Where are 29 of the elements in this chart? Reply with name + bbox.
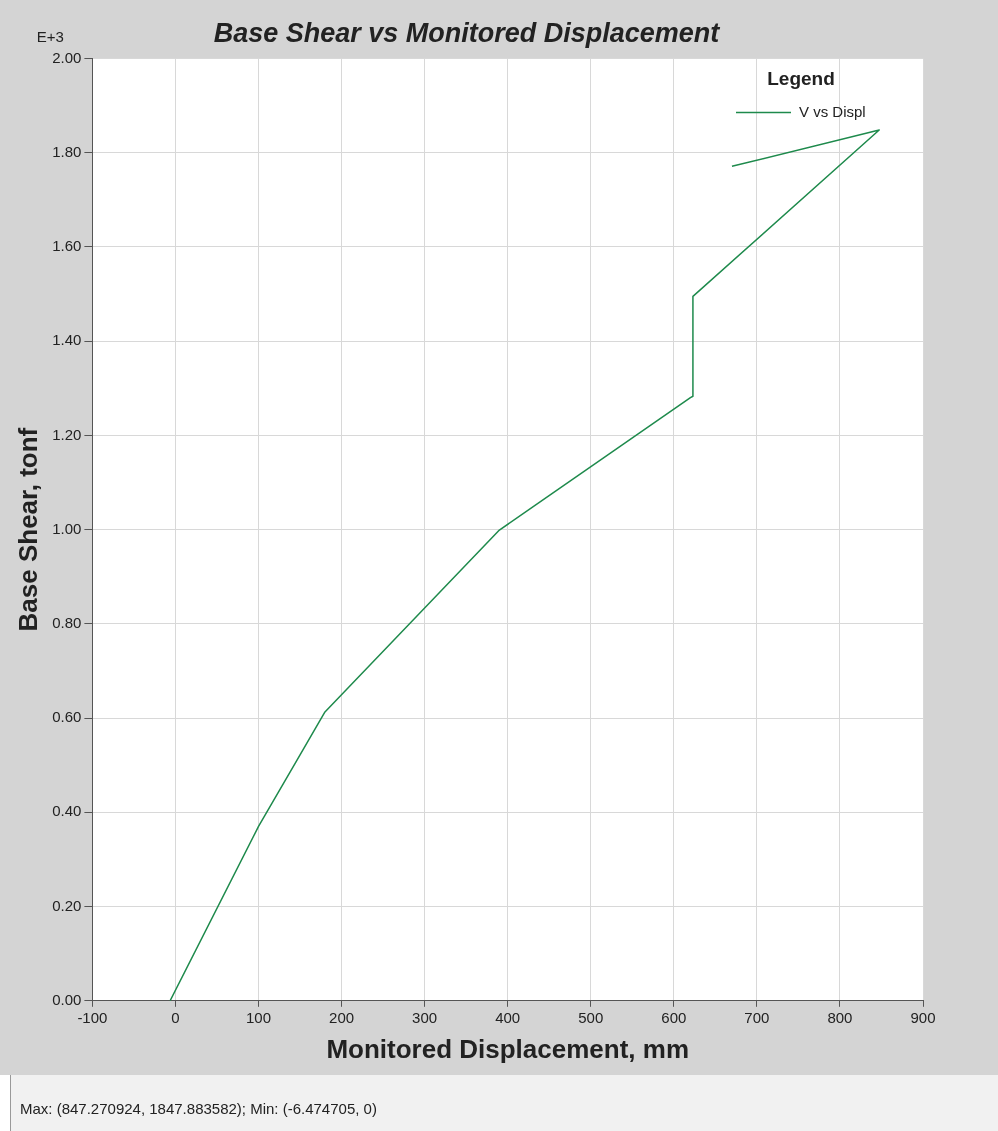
y-tick-label: 0.00 <box>52 990 82 1008</box>
x-tick-label: 500 <box>578 1008 604 1026</box>
y-tick-label: 2.00 <box>52 48 82 66</box>
x-tick-label: 800 <box>827 1008 853 1026</box>
y-tick-label: 0.60 <box>52 708 82 726</box>
x-tick-label: 900 <box>910 1008 936 1026</box>
x-tick-label: -100 <box>77 1008 108 1026</box>
y-axis-title: Base Shear, tonf <box>12 427 43 632</box>
y-tick-label: 1.00 <box>52 519 82 537</box>
legend-label: V vs Displ <box>799 102 866 120</box>
y-tick-label: 1.60 <box>52 237 82 255</box>
legend-title: Legend <box>767 68 835 90</box>
x-tick-label: 200 <box>329 1008 355 1026</box>
x-tick-label: 600 <box>661 1008 687 1026</box>
y-tick-label: 1.40 <box>52 331 82 349</box>
y-tick-label: 0.40 <box>52 802 82 820</box>
y-tick-label: 1.80 <box>52 142 82 160</box>
x-tick-label: 300 <box>412 1008 438 1026</box>
x-tick-label: 700 <box>744 1008 770 1026</box>
y-tick-label: 1.20 <box>52 425 82 443</box>
y-tick-label: 0.20 <box>52 896 82 914</box>
x-tick-label: 0 <box>171 1008 180 1026</box>
y-tick-label: 0.80 <box>52 613 82 631</box>
x-tick-label: 400 <box>495 1008 521 1026</box>
text: E+3 <box>36 28 64 45</box>
x-tick-label: 100 <box>246 1008 272 1026</box>
x-axis-title: Monitored Displacement, mm <box>326 1033 690 1064</box>
text: Max: (847.270924, 1847.883582); Min: (-6.474705, 0) <box>20 1100 377 1117</box>
chart-title: Base Shear vs Monitored Displacement <box>213 17 721 48</box>
